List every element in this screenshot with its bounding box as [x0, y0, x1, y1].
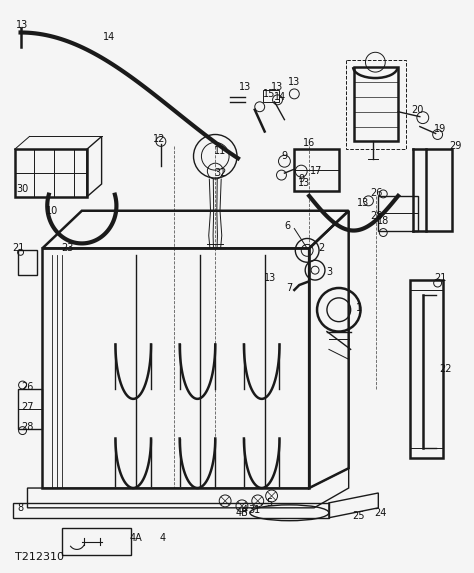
- Text: 27: 27: [21, 402, 34, 412]
- Text: 20: 20: [411, 105, 424, 115]
- Text: 4A: 4A: [130, 532, 143, 543]
- Text: 12: 12: [153, 135, 165, 144]
- Text: 7: 7: [286, 283, 292, 293]
- Text: 16: 16: [303, 139, 315, 148]
- Text: 13: 13: [272, 82, 283, 92]
- Text: T212310: T212310: [15, 552, 64, 562]
- Text: 19: 19: [433, 124, 446, 134]
- Text: 17: 17: [310, 166, 322, 176]
- Text: 32: 32: [214, 168, 227, 178]
- Text: 9: 9: [298, 174, 304, 184]
- Text: 4: 4: [160, 532, 166, 543]
- Text: 3: 3: [326, 267, 332, 277]
- Text: 26: 26: [370, 188, 383, 198]
- Text: 11: 11: [214, 146, 226, 156]
- Text: 13: 13: [357, 198, 370, 208]
- Text: 4B: 4B: [236, 508, 248, 518]
- Text: 18: 18: [377, 215, 389, 226]
- Text: 13: 13: [17, 19, 28, 30]
- Text: 29: 29: [449, 142, 462, 151]
- Text: 28: 28: [370, 211, 383, 221]
- Text: 28: 28: [21, 422, 34, 431]
- Text: 21: 21: [12, 244, 25, 253]
- Text: 14: 14: [103, 33, 116, 42]
- Text: 13: 13: [239, 82, 251, 92]
- Text: 13: 13: [264, 273, 276, 283]
- Text: 30: 30: [17, 184, 28, 194]
- Text: 4: 4: [242, 505, 248, 515]
- Text: 13: 13: [298, 178, 310, 188]
- Text: 26: 26: [21, 382, 34, 392]
- Text: 13: 13: [288, 77, 301, 87]
- Text: 9: 9: [282, 151, 288, 161]
- Text: 2: 2: [318, 244, 324, 253]
- Text: 22: 22: [439, 364, 452, 374]
- Text: 8: 8: [18, 503, 24, 513]
- Text: 1: 1: [356, 303, 362, 313]
- Text: 21: 21: [434, 273, 447, 283]
- Text: 10: 10: [46, 206, 58, 216]
- Text: 24: 24: [374, 508, 386, 518]
- Text: 15: 15: [264, 89, 276, 99]
- Text: 6: 6: [284, 221, 291, 230]
- Text: 25: 25: [352, 511, 365, 521]
- Text: 23: 23: [61, 244, 73, 253]
- Text: 5: 5: [266, 498, 273, 508]
- Text: 31: 31: [249, 505, 261, 515]
- Text: 14: 14: [274, 92, 287, 102]
